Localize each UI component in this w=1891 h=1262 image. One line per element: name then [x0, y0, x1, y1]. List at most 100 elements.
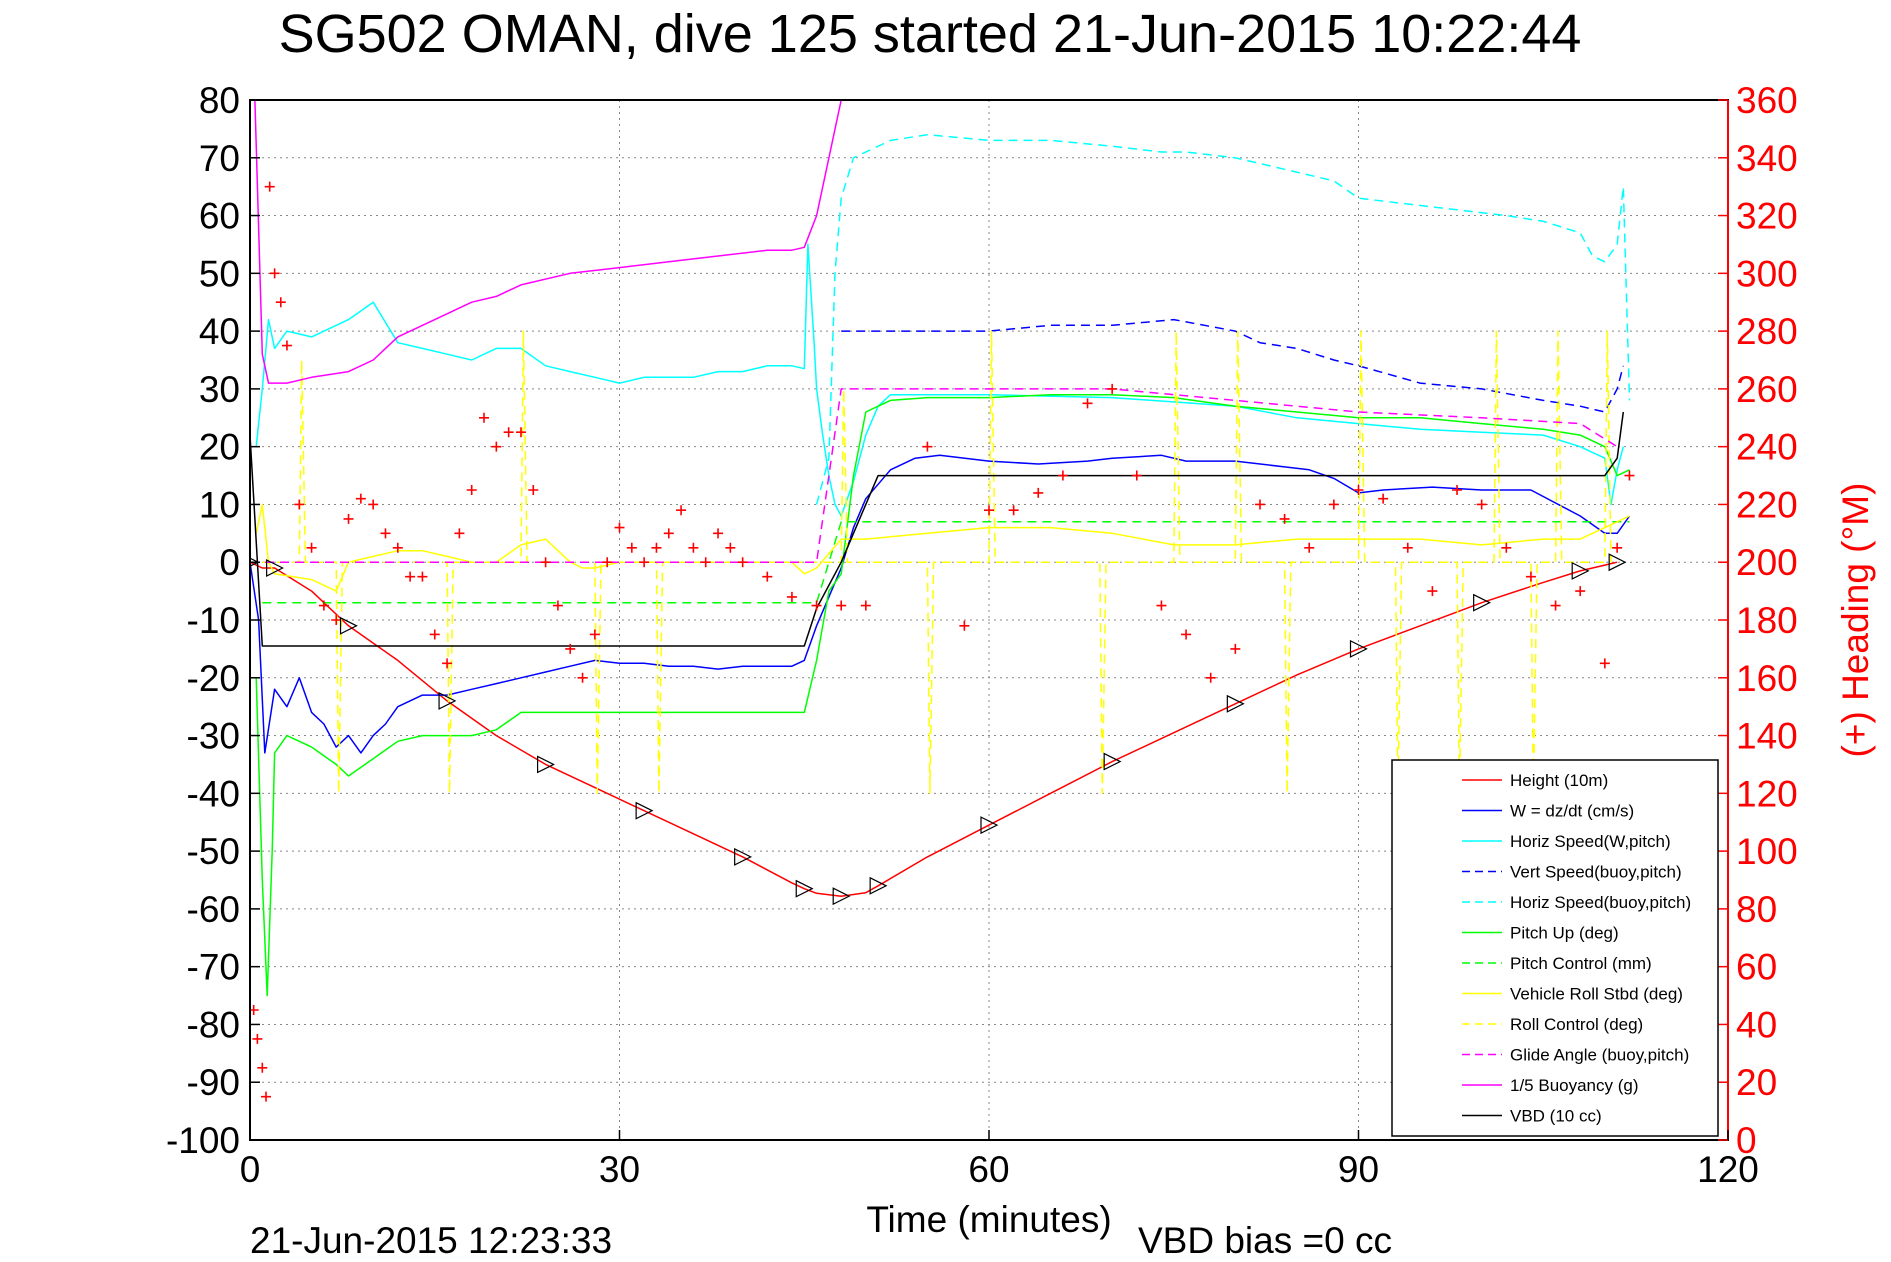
y-tick-label: 70	[199, 138, 240, 179]
heading-marker	[281, 340, 292, 351]
series-layer	[250, 100, 1635, 1102]
legend-label-roll_ctrl: Roll Control (deg)	[1510, 1015, 1643, 1034]
heading-marker	[762, 571, 773, 582]
heading-marker	[257, 1062, 268, 1073]
heading-marker	[417, 571, 428, 582]
heading-marker	[688, 542, 699, 553]
y-tick-label: 20	[199, 427, 240, 468]
height-marker	[980, 816, 999, 835]
heading-marker	[380, 528, 391, 539]
legend-label-glide: Glide Angle (buoy,pitch)	[1510, 1046, 1689, 1065]
legend-label-pitch: Pitch Up (deg)	[1510, 924, 1619, 943]
height-marker	[1226, 694, 1245, 713]
heading-marker	[1353, 485, 1364, 495]
height-marker	[1349, 639, 1368, 658]
heading-marker	[836, 600, 847, 611]
heading-marker	[528, 485, 539, 495]
heading-marker	[786, 591, 797, 602]
height-marker	[266, 559, 284, 577]
y2-tick-label: 300	[1736, 253, 1798, 294]
y-tick-label: -100	[166, 1120, 240, 1161]
heading-marker	[713, 528, 724, 539]
series-pitch	[255, 393, 1630, 997]
series-roll	[255, 503, 1630, 592]
heading-marker	[1624, 470, 1635, 481]
heading-marker	[565, 643, 576, 654]
heading-marker	[589, 629, 600, 640]
footer-vbd-bias: VBD bias =0 cc	[1138, 1220, 1392, 1261]
y2-tick-label: 320	[1736, 196, 1798, 237]
legend-box	[1391, 759, 1719, 1137]
heading-marker	[1082, 398, 1093, 409]
heading-marker	[1254, 499, 1265, 510]
heading-marker	[331, 615, 342, 625]
heading-marker	[602, 557, 613, 568]
y-tick-label: 10	[199, 484, 240, 525]
legend-label-vbd: VBD (10 cc)	[1510, 1107, 1602, 1126]
heading-marker	[1279, 513, 1290, 524]
heading-marker	[1378, 493, 1389, 504]
legend-label-w: W = dz/dt (cm/s)	[1510, 802, 1634, 821]
heading-marker	[676, 505, 687, 516]
series-vbd	[250, 411, 1625, 647]
y2-tick-label: 280	[1736, 311, 1798, 352]
legend-label-roll: Vehicle Roll Stbd (deg)	[1510, 985, 1683, 1004]
y-tick-label: 30	[199, 369, 240, 410]
y2-tick-label: 200	[1736, 542, 1798, 583]
heading-marker	[663, 528, 674, 539]
y2-tick-label: 20	[1736, 1062, 1777, 1103]
heading-marker	[1501, 542, 1512, 553]
y-tick-label: -90	[187, 1062, 240, 1103]
heading-marker	[1033, 487, 1044, 498]
heading-marker	[626, 542, 637, 553]
heading-marker	[984, 505, 994, 516]
chart-title: SG502 OMAN, dive 125 started 21-Jun-2015…	[279, 4, 1582, 64]
y2-tick-label: 120	[1736, 773, 1798, 814]
y-tick-label: -70	[187, 947, 240, 988]
heading-marker	[700, 557, 711, 568]
heading-marker	[651, 542, 662, 553]
heading-marker	[1205, 672, 1216, 683]
legend-label-buoyancy: 1/5 Buoyancy (g)	[1510, 1076, 1639, 1095]
y-tick-label: 0	[219, 542, 240, 583]
y-tick-label: -80	[187, 1004, 240, 1045]
heading-marker	[1131, 470, 1142, 481]
heading-marker	[264, 181, 275, 192]
heading-marker	[454, 528, 465, 539]
y-tick-label: 60	[199, 196, 240, 237]
heading-marker	[1402, 542, 1413, 553]
series-vert_buoy	[841, 318, 1625, 413]
heading-marker	[1230, 643, 1241, 654]
height-marker	[537, 755, 555, 774]
y2-tick-label: 60	[1736, 947, 1777, 988]
heading-marker	[1107, 383, 1118, 394]
y2-tick-label: 180	[1736, 600, 1798, 641]
right-axis: 3603403203002802602402202001801601401201…	[1718, 80, 1798, 1161]
y-tick-label: -10	[187, 600, 240, 641]
heading-marker	[1057, 470, 1068, 481]
height-marker	[869, 876, 888, 895]
y-tick-label: -60	[187, 889, 240, 930]
footer-timestamp: 21-Jun-2015 12:23:33	[250, 1220, 612, 1261]
x-tick-label: 0	[240, 1149, 261, 1190]
height-marker	[339, 616, 358, 635]
heading-marker	[1476, 499, 1487, 510]
heading-marker	[252, 1033, 263, 1044]
x-tick-label: 120	[1697, 1149, 1759, 1190]
y2-tick-label: 100	[1736, 831, 1798, 872]
heading-marker	[491, 441, 502, 452]
heading-marker	[725, 542, 736, 553]
heading-marker	[318, 600, 329, 611]
y2-tick-label: 140	[1736, 716, 1798, 757]
heading-marker	[1328, 499, 1339, 510]
heading-marker	[294, 499, 305, 510]
heading-marker	[355, 493, 366, 504]
height-marker	[438, 691, 457, 710]
x-axis-label: Time (minutes)	[866, 1199, 1111, 1240]
height-marker	[1103, 752, 1122, 771]
heading-marker	[466, 485, 477, 495]
heading-marker	[1452, 485, 1463, 495]
heading-marker	[614, 522, 625, 533]
heading-marker	[306, 542, 317, 553]
